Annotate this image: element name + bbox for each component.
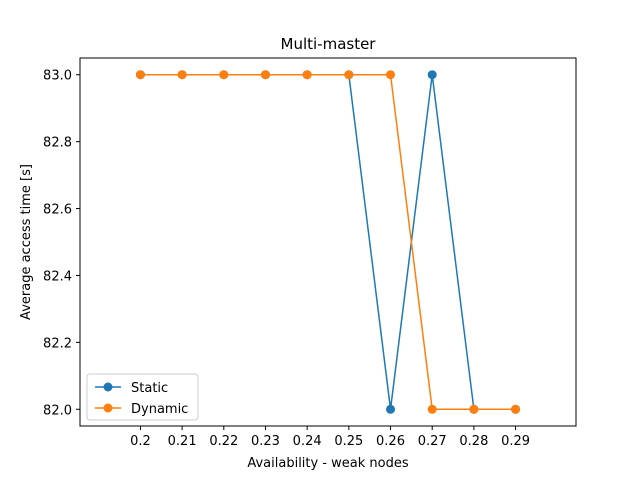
data-point-static	[386, 404, 396, 414]
y-tick-label: 83.0	[43, 69, 72, 84]
y-tick-label: 82.4	[43, 269, 72, 284]
chart-title: Multi-master	[281, 35, 377, 53]
x-tick-label: 0.27	[418, 434, 447, 449]
y-axis-label: Average access time [s]	[19, 164, 34, 320]
data-point-dynamic	[469, 404, 479, 414]
legend-label-static: Static	[131, 381, 168, 396]
data-point-dynamic	[302, 70, 312, 80]
x-tick-label: 0.24	[293, 434, 322, 449]
y-tick-label: 82.8	[43, 136, 72, 151]
data-point-dynamic	[219, 70, 229, 80]
legend-marker-static	[103, 382, 113, 392]
data-point-dynamic	[260, 70, 270, 80]
y-tick-label: 82.2	[43, 336, 72, 351]
series-line-dynamic	[140, 73, 516, 411]
data-point-dynamic	[511, 404, 521, 414]
series-layer	[135, 70, 521, 414]
data-point-static	[427, 70, 437, 80]
plot-area	[79, 57, 577, 427]
data-point-dynamic	[177, 70, 187, 80]
legend-marker-dynamic	[103, 403, 113, 413]
legend: Static Dynamic	[86, 373, 199, 421]
plot-frame	[79, 57, 577, 427]
x-axis-label: Availability - weak nodes	[247, 456, 409, 471]
y-tick-label: 82.6	[43, 203, 72, 218]
x-tick-label: 0.22	[209, 434, 238, 449]
x-tick-label: 0.2	[130, 434, 151, 449]
x-tick-label: 0.26	[376, 434, 405, 449]
legend-label-dynamic: Dynamic	[131, 402, 188, 417]
x-tick-label: 0.28	[459, 434, 488, 449]
data-point-dynamic	[386, 70, 396, 80]
x-tick-label: 0.29	[501, 434, 530, 449]
data-point-dynamic	[427, 404, 437, 414]
data-point-dynamic	[344, 70, 354, 80]
x-axis: 0.2 0.21 0.22 0.23 0.24 0.25 0.26 0.27 0.28 0.29	[130, 426, 530, 449]
x-tick-label: 0.21	[168, 434, 197, 449]
data-point-dynamic	[135, 70, 145, 80]
y-tick-label: 82.0	[43, 403, 72, 418]
x-tick-label: 0.23	[251, 434, 280, 449]
x-tick-label: 0.25	[334, 434, 363, 449]
y-axis: 82.0 82.2 82.4 82.6 82.8 83.0	[43, 69, 80, 418]
